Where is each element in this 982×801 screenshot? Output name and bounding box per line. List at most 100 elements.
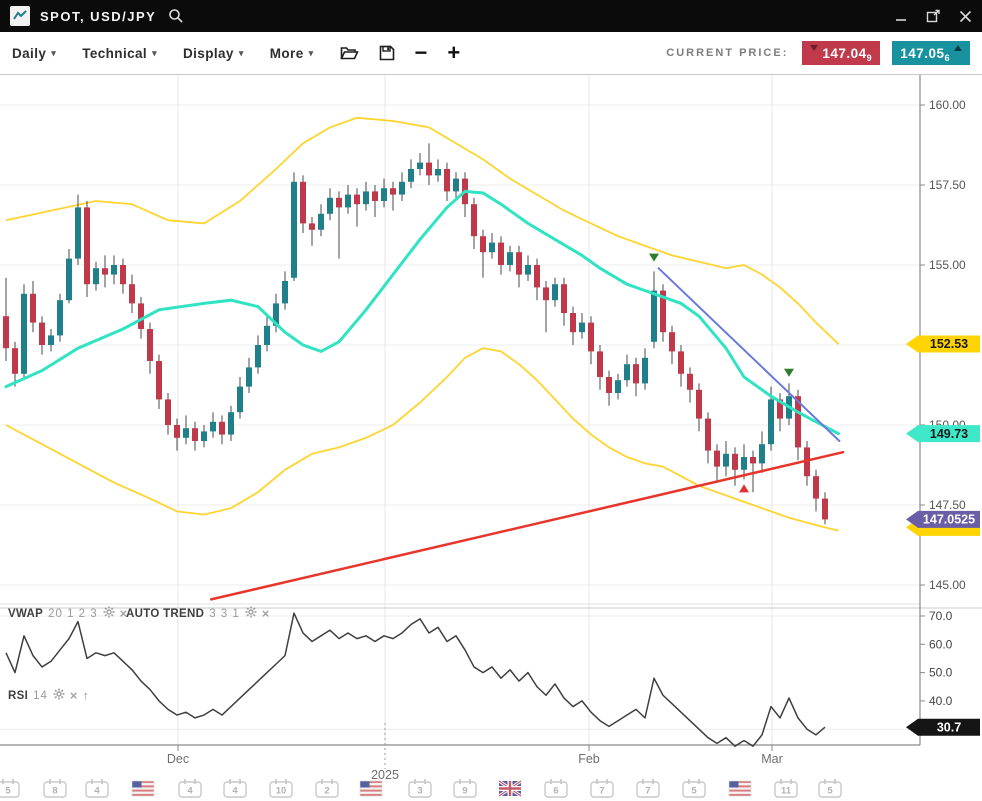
indicator-label-autotrend: AUTO TREND 3 3 1 × [126,606,269,621]
candle [696,389,702,419]
rsi-params: 14 [33,689,48,702]
calendar-date-icon[interactable]: 3 [408,779,432,798]
candle [372,191,378,201]
candle [579,322,585,333]
candle [669,332,675,352]
calendar-date-icon[interactable]: 7 [590,779,614,798]
svg-text:145.00: 145.00 [929,578,966,592]
calendar-date-icon[interactable]: 9 [453,779,477,798]
candle [93,268,99,285]
svg-text:11: 11 [781,786,792,797]
flag-uk-icon[interactable] [498,779,522,798]
candle [687,373,693,390]
gear-icon[interactable] [245,606,257,621]
minimize-button[interactable] [895,10,908,23]
menu-technical[interactable]: Technical ▾ [82,46,157,61]
candle [741,457,747,470]
candle [318,213,324,230]
flag-us-icon[interactable] [131,780,155,797]
candle [84,207,90,285]
candle [588,322,594,352]
svg-text:50.0: 50.0 [929,666,953,680]
band-upper-line [5,116,840,345]
candle [732,453,738,470]
menu-daily-label: Daily [12,45,47,61]
candle [444,169,450,192]
candle [219,421,225,435]
vwap-params: 20 1 2 3 [48,607,98,620]
close-icon[interactable] [959,10,972,23]
candle [390,188,396,195]
candle [336,197,342,208]
candle [678,351,684,374]
calendar-date-icon[interactable]: 4 [223,779,247,798]
svg-text:5: 5 [5,786,11,797]
flag-us-icon[interactable] [728,780,752,797]
gear-icon[interactable] [103,606,115,621]
svg-text:Dec: Dec [167,752,189,766]
calendar-date-icon[interactable]: 7 [636,779,660,798]
svg-text:149.73: 149.73 [930,427,968,441]
candle [138,303,144,329]
candle [435,169,441,176]
candle [714,450,720,467]
ask-price-value: 147.05 [900,45,945,61]
candle [453,178,459,192]
gear-icon[interactable] [53,688,65,703]
menu-daily[interactable]: Daily ▾ [12,46,56,61]
svg-text:157.50: 157.50 [929,178,966,192]
bid-price-pip: 9 [866,53,873,63]
svg-text:2: 2 [324,786,329,797]
move-pane-up-icon[interactable]: ↑ [82,688,89,703]
candle [561,284,567,313]
zoom-out-button[interactable]: − [414,40,428,65]
current-price-label: CURRENT PRICE: [666,47,789,59]
calendar-date-icon[interactable]: 10 [269,779,293,798]
candle [480,236,486,253]
candle [543,287,549,301]
open-folder-icon[interactable] [339,45,359,61]
close-icon[interactable]: × [69,687,78,703]
candle [291,181,297,278]
autotrend-name: AUTO TREND [126,607,205,620]
menu-more[interactable]: More ▾ [270,46,314,61]
candle [489,242,495,253]
close-icon[interactable]: × [261,605,270,621]
candle [255,345,261,368]
save-icon[interactable] [379,45,395,61]
trendline[interactable] [657,267,841,442]
calendar-date-icon[interactable]: 8 [43,779,67,798]
calendar-date-icon[interactable]: 6 [544,779,568,798]
popout-icon[interactable] [926,9,941,24]
chevron-down-icon: ▾ [51,47,57,58]
search-icon[interactable] [168,8,184,24]
ask-price-badge: 147.05 6 [892,41,970,65]
svg-text:10: 10 [276,786,287,797]
calendar-date-icon[interactable]: 11 [774,779,798,798]
candle [273,303,279,326]
chart-toolbar: Daily ▾ Technical ▾ Display ▾ More ▾ − + CUR… [0,32,982,75]
rsi-name: RSI [8,689,29,702]
candle [516,252,522,275]
calendar-date-icon[interactable]: 2 [315,779,339,798]
svg-text:8: 8 [52,786,57,797]
candle [111,265,117,275]
calendar-date-icon[interactable]: 5 [818,779,842,798]
calendar-date-icon[interactable]: 4 [178,779,202,798]
calendar-date-icon[interactable]: 5 [682,779,706,798]
zoom-in-button[interactable]: + [447,40,461,65]
svg-text:2025: 2025 [371,768,399,782]
menu-display[interactable]: Display ▾ [183,46,244,61]
close-icon[interactable]: × [119,605,128,621]
calendar-date-icon[interactable]: 4 [85,779,109,798]
candle [570,313,576,333]
chart-area[interactable]: 160.00157.50155.00152.50150.00147.50145.… [0,75,982,801]
svg-text:Mar: Mar [761,752,783,766]
svg-text:7: 7 [599,786,604,797]
price-chart-svg: 160.00157.50155.00152.50150.00147.50145.… [0,75,982,798]
flag-us-icon[interactable] [359,780,383,797]
calendar-date-icon[interactable]: 5 [0,779,20,798]
candle [345,194,351,208]
autotrend-params: 3 3 1 [209,607,240,620]
trendline[interactable] [209,450,845,601]
